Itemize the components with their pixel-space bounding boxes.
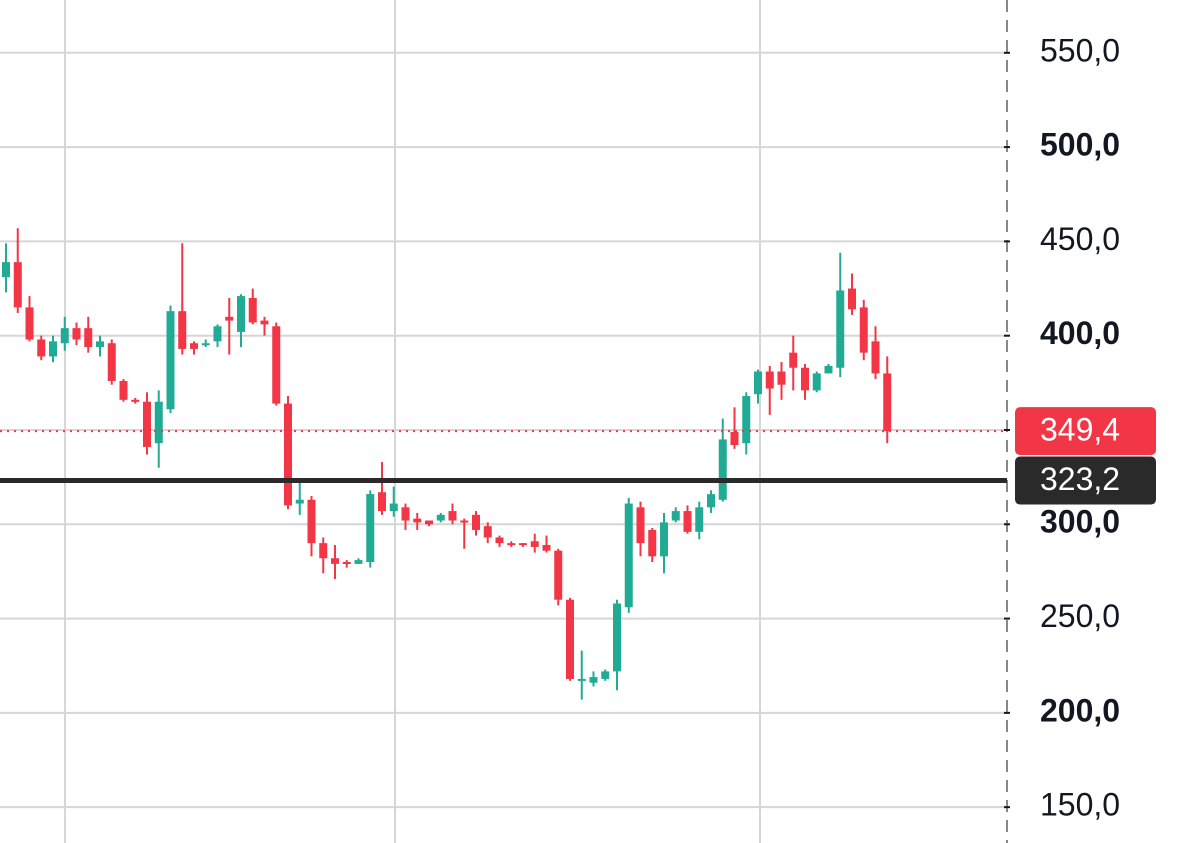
candle-body: [72, 328, 81, 340]
candle-body: [96, 341, 104, 348]
candle-body: [49, 341, 57, 357]
candle-body: [307, 499, 316, 544]
candle-body: [154, 401, 163, 444]
candle-body: [812, 373, 821, 391]
candle-body: [119, 380, 128, 400]
candle-body: [213, 326, 222, 342]
candle-body: [801, 367, 809, 391]
candle-body: [589, 677, 598, 683]
y-tick-label: 200,0: [1040, 692, 1120, 728]
candle-body: [495, 537, 504, 544]
candle-body: [166, 311, 175, 410]
y-tick-label: 150,0: [1040, 787, 1120, 823]
candle-body: [107, 343, 116, 381]
candle-body: [389, 503, 398, 512]
candle-body: [859, 307, 868, 353]
level-label: 323,2: [1040, 461, 1120, 497]
candle-body: [436, 514, 445, 521]
candle-body: [178, 311, 187, 349]
overlay: 349,4 323,2: [0, 407, 1156, 505]
candle-body: [789, 352, 798, 368]
candle-body: [730, 431, 739, 446]
candle-body: [530, 541, 539, 547]
candle-body: [472, 514, 480, 530]
grid: 150,0200,0250,0300,0350,0400,0450,0500,0…: [0, 32, 1120, 823]
y-tick-label: 500,0: [1040, 127, 1120, 163]
candle-body: [272, 326, 281, 404]
candle-body: [260, 320, 269, 325]
candle-body: [319, 543, 328, 559]
candle-body: [601, 671, 610, 679]
candle-body: [460, 520, 469, 523]
candle-body: [248, 297, 257, 323]
candle-body: [284, 403, 292, 506]
candle-body: [143, 401, 151, 447]
candle-body: [671, 511, 680, 521]
candle-body: [342, 562, 351, 564]
candle-body: [519, 543, 527, 546]
candle-body: [37, 339, 46, 357]
y-tick-label: 400,0: [1040, 315, 1120, 351]
candle-body: [613, 603, 621, 672]
candle-body: [131, 399, 140, 402]
candle-body: [237, 296, 245, 332]
candle-body: [542, 545, 551, 551]
y-tick-label: 250,0: [1040, 598, 1120, 634]
candle-body: [883, 373, 892, 432]
candle-body: [295, 499, 304, 504]
y-tick-label: 450,0: [1040, 221, 1120, 257]
candle-body: [707, 494, 715, 508]
candle-body: [331, 558, 339, 564]
last-price-box: [1015, 407, 1156, 456]
candle-body: [425, 520, 433, 525]
candle-body: [824, 365, 833, 374]
candle-body: [695, 507, 704, 532]
candle-body: [378, 492, 386, 512]
candle-body: [190, 343, 198, 349]
candle-body: [483, 526, 492, 538]
candle-body: [413, 518, 422, 523]
candle-body: [718, 439, 727, 500]
candle-body: [848, 288, 856, 310]
candle-body: [25, 307, 34, 340]
candle-body: [566, 599, 574, 679]
candle-body: [507, 543, 516, 546]
candle-body: [13, 262, 22, 308]
candle-body: [354, 560, 363, 564]
candle-body: [636, 507, 645, 544]
candle-body: [683, 511, 692, 532]
candle-body: [754, 371, 762, 395]
y-tick-label: 300,0: [1040, 504, 1120, 540]
candle-body: [765, 371, 774, 389]
candle-body: [84, 328, 93, 348]
candles: [2, 228, 892, 700]
candle-body: [660, 522, 668, 557]
candle-body: [554, 550, 563, 600]
candle-body: [871, 341, 880, 374]
candle-body: [742, 396, 751, 444]
candle-body: [648, 529, 657, 557]
candle-body: [201, 343, 210, 346]
level-box: [1015, 456, 1156, 505]
candle-body: [2, 262, 10, 278]
candle-body: [401, 507, 410, 521]
candle-body: [577, 678, 586, 681]
y-tick-label: 550,0: [1040, 32, 1120, 68]
candle-body: [836, 290, 845, 368]
last-price-label: 349,4: [1040, 412, 1120, 448]
candle-body: [624, 503, 633, 608]
candle-body: [225, 316, 234, 321]
candle-body: [60, 328, 69, 344]
candle-body: [777, 371, 786, 385]
candle-body: [448, 511, 457, 521]
candle-body: [366, 494, 375, 562]
